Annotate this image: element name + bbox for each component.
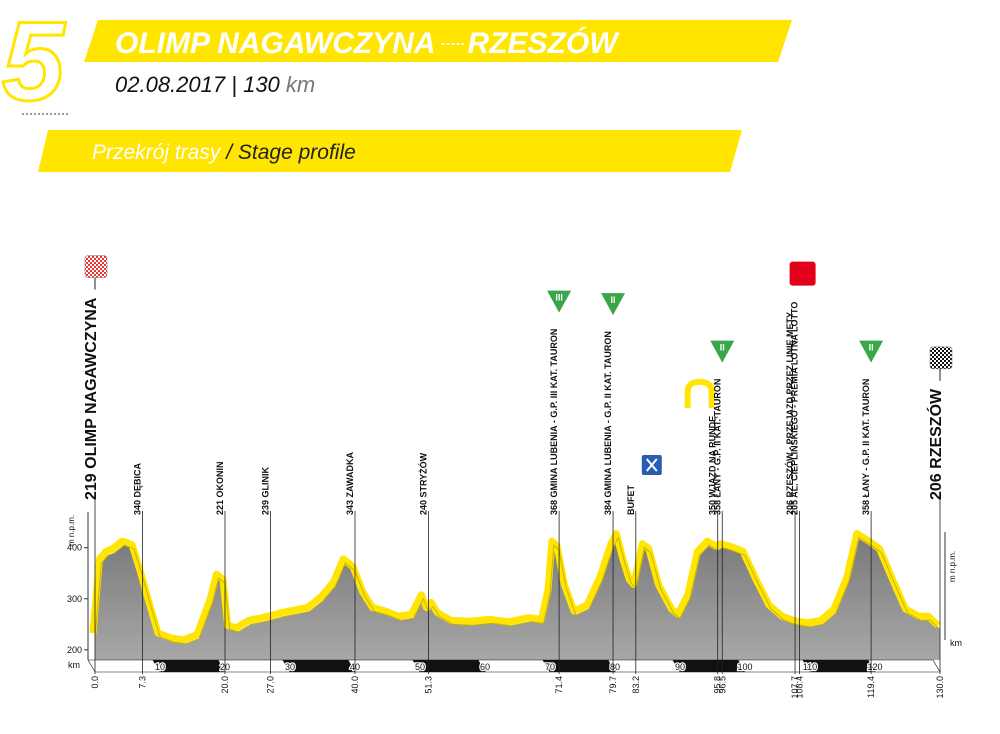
x-axis-label: km <box>68 660 80 670</box>
waypoint-km: 40.0 <box>350 676 360 694</box>
distance: 130 <box>243 72 280 97</box>
x-tick-label: 50 <box>415 662 425 672</box>
stage-finish: RZESZÓW <box>468 26 621 60</box>
loop-icon <box>684 378 715 408</box>
climb-category: II <box>611 295 616 305</box>
profile-ridge <box>89 530 941 644</box>
waypoint-label: 384 GMINA LUBENIA - G.P. II KAT. TAURON <box>603 331 613 515</box>
x-tick-label: 80 <box>610 662 620 672</box>
flag <box>84 255 108 278</box>
section-en: Stage profile <box>238 141 356 164</box>
km-bar-segment <box>87 659 161 673</box>
waypoint-label: 368 GMINA LUBENIA - G.P. III KAT. TAURON <box>549 329 559 515</box>
feed-symbol <box>646 458 658 472</box>
climb-icon <box>601 293 626 316</box>
waypoint-km: 51.3 <box>423 676 433 694</box>
climb-icon <box>547 290 572 313</box>
profile-line <box>94 536 941 645</box>
waypoint-km: 71.4 <box>554 676 564 694</box>
waypoint-km: 130.0 <box>935 676 945 699</box>
waypoint-km: 27.0 <box>266 676 276 694</box>
waypoint-label: 206 RZESZÓW <box>926 388 945 500</box>
waypoint-label: 343 ZAWADKA <box>345 451 355 515</box>
waypoint-km: 79.7 <box>608 676 618 694</box>
sprint-icon <box>789 261 816 286</box>
terrain-shadow <box>95 537 940 660</box>
waypoint-km: 95.8 <box>713 676 723 694</box>
climb-category: III <box>555 293 563 303</box>
climb-category: II <box>720 343 725 353</box>
waypoint-km: 119.4 <box>866 676 876 698</box>
x-tick-label: 30 <box>285 662 295 672</box>
waypoint-km: 0.0 <box>90 676 100 689</box>
stage-info: 02.08.2017 | 130 km <box>115 72 315 97</box>
terrain <box>95 537 940 660</box>
waypoint-label: 219 OLIMP NAGAWCZYNA <box>83 297 100 500</box>
y-tick-label: 400 <box>67 543 82 553</box>
stage-number: 5 <box>2 0 66 124</box>
flag <box>929 346 953 370</box>
unit: km <box>286 72 315 97</box>
waypoint-label: 239 GLINIK <box>261 466 271 515</box>
climb-category: II <box>869 343 874 353</box>
x-tick-label: 110 <box>803 662 817 672</box>
y-tick-label: 200 <box>67 645 82 655</box>
waypoint-km: 7.3 <box>137 676 147 689</box>
waypoint-label: 358 ŁANY - G.P. II KAT. TAURON <box>861 379 871 515</box>
title-banner <box>84 20 792 62</box>
waypoint-km: 108.4 <box>795 676 805 699</box>
waypoint-label: 340 DĘBICA <box>132 462 142 515</box>
x-axis-label: km <box>950 638 962 648</box>
date: 02.08.2017 <box>115 72 226 97</box>
stage-start: OLIMP NAGAWCZYNA <box>115 27 436 60</box>
climb-icon <box>710 340 735 363</box>
waypoint-label: 205 AL. CIEPLIŃSKIEGO - PREMIA LOTNA LOT… <box>790 302 800 515</box>
x-tick-label: 90 <box>675 662 685 672</box>
x-tick-label: 10 <box>155 662 165 672</box>
x-tick-label: 100 <box>737 662 752 672</box>
x-tick-label: 70 <box>545 662 555 672</box>
section-banner <box>38 130 742 172</box>
climb-icon <box>859 340 884 363</box>
x-tick-label: 60 <box>480 662 490 672</box>
waypoint-km: 96.5 <box>717 676 727 694</box>
section-separator: / <box>224 141 234 164</box>
section-title: Przekrój trasy / Stage profile <box>92 141 356 164</box>
y-axis-label: m n.p.m. <box>948 551 957 582</box>
waypoint-label: 240 STRYŻÓW <box>417 452 428 515</box>
y-axis-label: m n.p.m. <box>67 515 76 546</box>
waypoint-km: 83.2 <box>631 676 641 694</box>
waypoint-label: 358 ŁANY - G.P. II KAT. TAURON <box>712 379 722 515</box>
waypoint-label: 206 RZESZÓW - PRZEJAZD PRZEZ LINIĘ METY <box>784 312 795 515</box>
y-tick-label: 300 <box>67 594 82 604</box>
separator: | <box>231 72 237 97</box>
waypoint-km: 20.0 <box>220 676 230 694</box>
waypoint-label: 350 WJAZD NA RUNDĘ <box>708 416 718 515</box>
x-tick-label: 120 <box>867 662 882 672</box>
section-pl: Przekrój trasy <box>92 141 222 164</box>
waypoint-label: BUFET <box>626 485 636 515</box>
waypoint-km: 107.7 <box>790 676 800 699</box>
waypoint-label: 221 OKONIN <box>215 461 225 515</box>
